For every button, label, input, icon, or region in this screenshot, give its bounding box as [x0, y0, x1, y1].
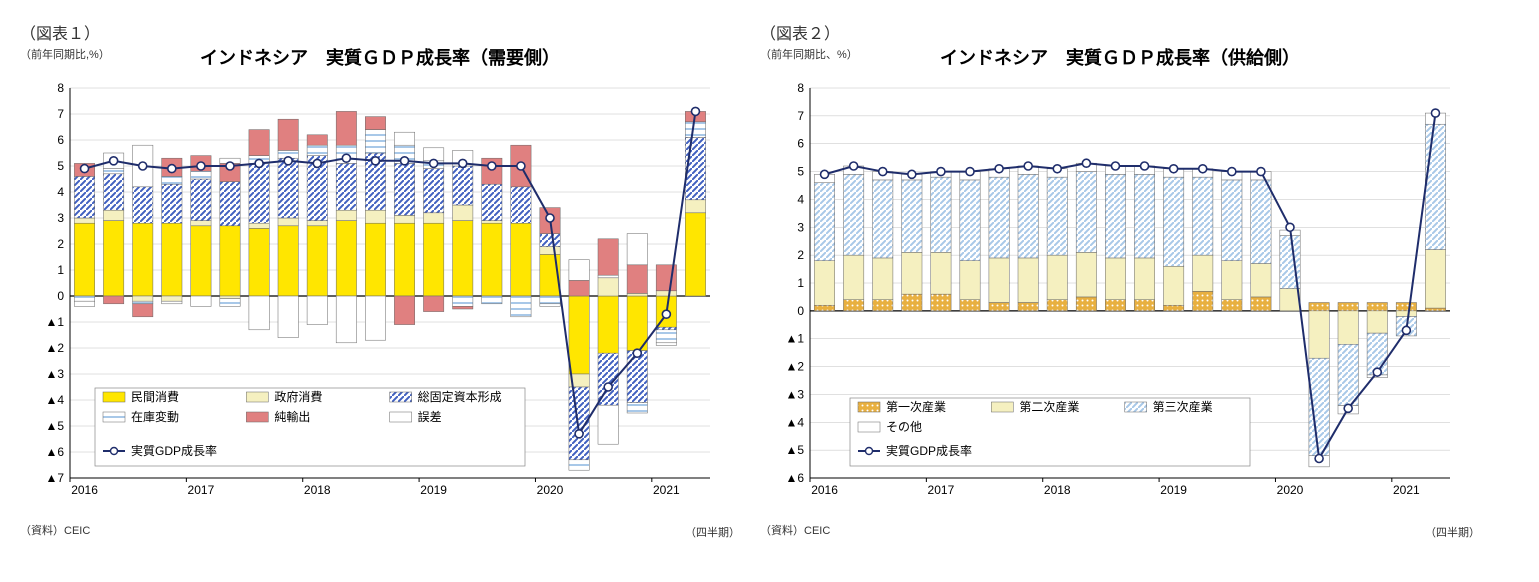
svg-text:▲5: ▲5	[785, 443, 804, 457]
chart2-plot: ▲6 ▲5 ▲4 ▲3 ▲2 ▲1 0 1 2 3 4 5 6 7 8 2016 2017 2018 2019 202…	[760, 78, 1460, 518]
svg-text:2021: 2021	[653, 483, 680, 497]
svg-text:▲6: ▲6	[785, 471, 804, 485]
svg-text:5: 5	[797, 165, 804, 179]
chart1-fig-label: （図表１）	[20, 20, 740, 44]
svg-text:▲2: ▲2	[785, 360, 804, 374]
svg-text:第一次産業: 第一次産業	[886, 399, 946, 414]
svg-text:2020: 2020	[1277, 483, 1304, 497]
svg-text:▲4: ▲4	[785, 415, 804, 429]
svg-text:2020: 2020	[537, 483, 564, 497]
svg-text:▲6: ▲6	[45, 445, 64, 459]
svg-text:民間消費: 民間消費	[131, 389, 179, 404]
svg-text:▲3: ▲3	[785, 387, 804, 401]
chart1-container: （図表１） （前年同期比,%） インドネシア 実質ＧＤＰ成長率（需要側） ▲7▲…	[20, 20, 740, 540]
chart2-container: （図表２） （前年同期比、%） インドネシア 実質ＧＤＰ成長率（供給側） ▲6▲…	[760, 20, 1480, 540]
svg-text:実質GDP成長率: 実質GDP成長率	[131, 443, 217, 458]
svg-text:4: 4	[57, 185, 64, 199]
chart2-x-unit: （四半期）	[760, 524, 1480, 540]
svg-text:▲1: ▲1	[785, 332, 804, 346]
svg-text:第三次産業: 第三次産業	[1153, 399, 1213, 414]
svg-text:2017: 2017	[188, 483, 215, 497]
svg-text:2: 2	[797, 248, 804, 262]
svg-text:2: 2	[57, 237, 64, 251]
svg-text:実質GDP成長率: 実質GDP成長率	[886, 443, 972, 458]
svg-text:総固定資本形成: 総固定資本形成	[418, 389, 502, 404]
svg-text:▲3: ▲3	[45, 367, 64, 381]
svg-text:8: 8	[57, 81, 64, 95]
svg-text:6: 6	[797, 137, 804, 151]
svg-text:▲5: ▲5	[45, 419, 64, 433]
svg-text:純輸出: 純輸出	[274, 409, 310, 424]
svg-text:2018: 2018	[1044, 483, 1071, 497]
svg-text:2021: 2021	[1393, 483, 1420, 497]
chart1-title: インドネシア 実質ＧＤＰ成長率（需要側）	[20, 44, 740, 70]
svg-text:3: 3	[797, 220, 804, 234]
svg-text:2019: 2019	[420, 483, 447, 497]
svg-text:7: 7	[57, 107, 64, 121]
svg-text:政府消費: 政府消費	[274, 389, 322, 404]
svg-text:8: 8	[797, 81, 804, 95]
chart2-fig-label: （図表２）	[760, 20, 1480, 44]
svg-text:2018: 2018	[304, 483, 331, 497]
svg-text:▲1: ▲1	[45, 315, 64, 329]
svg-text:3: 3	[57, 211, 64, 225]
svg-text:2017: 2017	[928, 483, 955, 497]
svg-text:6: 6	[57, 133, 64, 147]
svg-text:2019: 2019	[1160, 483, 1187, 497]
svg-text:4: 4	[797, 192, 804, 206]
svg-text:▲2: ▲2	[45, 341, 64, 355]
svg-text:在庫変動: 在庫変動	[131, 409, 179, 424]
svg-text:7: 7	[797, 109, 804, 123]
svg-text:0: 0	[797, 304, 804, 318]
svg-text:2016: 2016	[71, 483, 98, 497]
svg-text:5: 5	[57, 159, 64, 173]
svg-text:0: 0	[57, 289, 64, 303]
chart1-plot: ▲7 ▲6 ▲5 ▲4 ▲3 ▲2 ▲1 0 1 2 3 4 5 6 7 8 2016 2017 2018 2019 2…	[20, 78, 720, 518]
svg-text:1: 1	[797, 276, 804, 290]
svg-text:▲4: ▲4	[45, 393, 64, 407]
chart1-x-unit: （四半期）	[20, 524, 740, 540]
svg-text:2016: 2016	[811, 483, 838, 497]
svg-text:1: 1	[57, 263, 64, 277]
svg-text:第二次産業: 第二次産業	[1019, 399, 1079, 414]
svg-text:その他: その他	[886, 420, 922, 434]
chart2-title: インドネシア 実質ＧＤＰ成長率（供給側）	[760, 44, 1480, 70]
svg-text:▲7: ▲7	[45, 471, 64, 485]
svg-text:誤差: 誤差	[418, 409, 442, 424]
